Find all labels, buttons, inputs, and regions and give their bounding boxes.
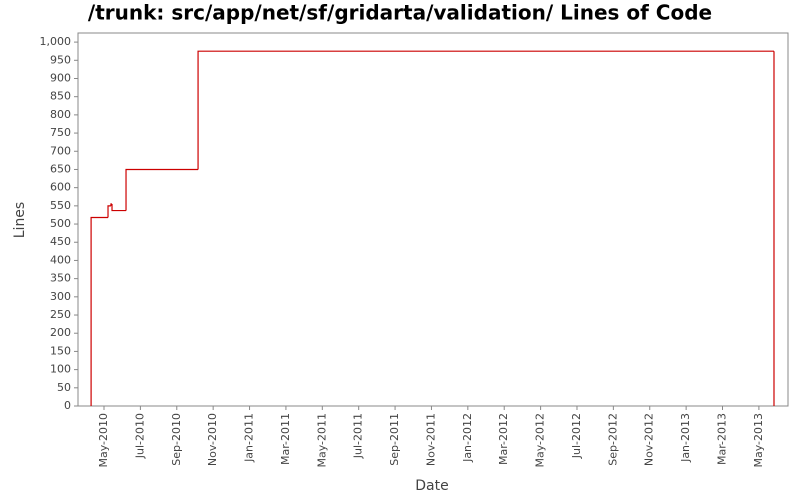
x-tick-label: Nov-2012 <box>643 413 656 466</box>
y-tick-label: 50 <box>57 381 71 394</box>
y-tick-label: 850 <box>50 90 71 103</box>
y-tick-label: 900 <box>50 71 71 84</box>
step-segment <box>110 203 113 206</box>
y-tick-label: 700 <box>50 144 71 157</box>
x-tick-label: May-2011 <box>315 413 328 468</box>
x-tick-label: Mar-2012 <box>497 413 510 465</box>
step-segment <box>125 168 199 211</box>
y-tick-label: 250 <box>50 308 71 321</box>
x-tick-label: Sep-2010 <box>170 413 183 466</box>
y-tick-label: 450 <box>50 235 71 248</box>
x-axis-label: Date <box>415 478 448 494</box>
y-tick-label: 0 <box>64 399 71 412</box>
chart-title: /trunk: src/app/net/sf/gridarta/validati… <box>88 1 712 25</box>
x-tick-label: Jul-2011 <box>352 413 365 459</box>
x-tick-label: May-2012 <box>534 413 547 468</box>
y-tick-label: 600 <box>50 181 71 194</box>
x-tick-label: May-2013 <box>752 413 765 468</box>
y-tick-label: 150 <box>50 344 71 357</box>
y-tick-label: 100 <box>50 363 71 376</box>
y-tick-label: 800 <box>50 108 71 121</box>
x-tick-label: Mar-2011 <box>279 413 292 465</box>
x-tick-label: Jan-2013 <box>679 413 692 463</box>
y-tick-label: 550 <box>50 199 71 212</box>
y-tick-label: 750 <box>50 126 71 139</box>
x-tick-label: Mar-2013 <box>716 413 729 465</box>
x-tick-label: Nov-2011 <box>424 413 437 466</box>
x-tick-label: Sep-2011 <box>388 413 401 466</box>
y-tick-label: 500 <box>50 217 71 230</box>
x-tick-label: Jan-2011 <box>243 413 256 463</box>
y-axis-label: Lines <box>12 202 28 238</box>
x-tick-label: Jan-2012 <box>461 413 474 463</box>
y-tick-label: 650 <box>50 162 71 175</box>
step-segment <box>197 50 774 170</box>
y-tick-label: 950 <box>50 53 71 66</box>
y-tick-label: 300 <box>50 290 71 303</box>
x-tick-label: Sep-2012 <box>606 413 619 466</box>
x-tick-label: May-2010 <box>97 413 110 468</box>
y-tick-label: 1,000 <box>40 35 72 48</box>
step-segment <box>111 204 127 212</box>
x-tick-label: Nov-2010 <box>206 413 219 466</box>
y-tick-label: 200 <box>50 326 71 339</box>
x-tick-label: Jul-2010 <box>133 413 146 459</box>
x-tick-label: Jul-2012 <box>570 413 583 459</box>
step-segment <box>107 205 111 218</box>
y-tick-label: 350 <box>50 272 71 285</box>
plot-area <box>77 32 789 407</box>
y-tick-label: 400 <box>50 253 71 266</box>
step-segment <box>90 216 109 406</box>
